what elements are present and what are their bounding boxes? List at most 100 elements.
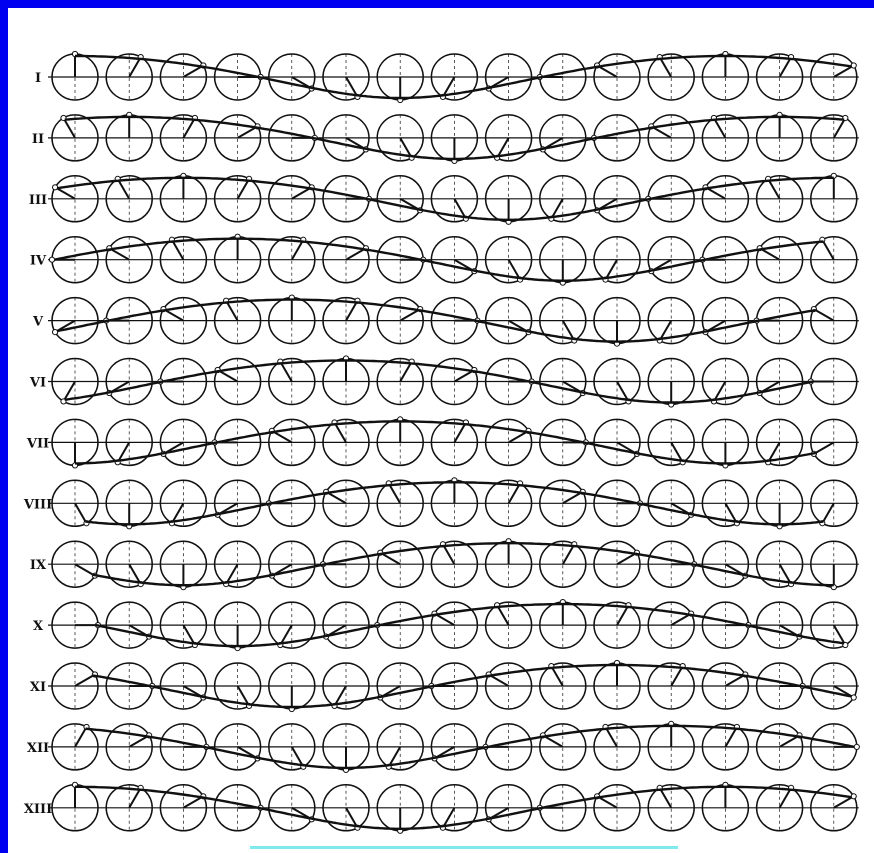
orbit-radius: [345, 807, 359, 829]
orbit-radius: [225, 300, 239, 322]
caption-bar: [250, 846, 678, 849]
orbit-radius: [345, 300, 359, 322]
wave-curve: [75, 420, 817, 465]
row-label: IX: [30, 558, 47, 573]
wave-curve: [85, 481, 824, 526]
row-label: XII: [27, 741, 49, 756]
particle-dot: [51, 329, 59, 336]
wave-row: X: [33, 599, 859, 652]
orbit-radius: [767, 441, 781, 463]
orbit-radius: [333, 421, 347, 443]
wave-row: IV: [30, 233, 859, 286]
particle-orbit-circle: [159, 114, 208, 162]
row-label: XI: [30, 680, 46, 695]
orbit-radius: [821, 239, 835, 261]
orbit-radius: [724, 726, 738, 748]
orbit-radius: [658, 787, 673, 809]
orbit-radius: [116, 178, 131, 200]
orbit-radius: [670, 441, 684, 463]
particle-dot: [48, 256, 56, 263]
particle-orbit-circle: [376, 114, 424, 162]
wave-row: IX: [30, 538, 859, 591]
wave-row: XI: [30, 659, 859, 713]
orbit-radius: [713, 117, 727, 139]
orbit-radius: [62, 380, 76, 402]
orbit-radius: [507, 482, 521, 504]
orbit-radius: [561, 543, 576, 565]
orbit-radius: [442, 76, 456, 98]
orbit-radius: [345, 76, 359, 98]
orbit-radius: [604, 726, 618, 748]
particle-dot: [850, 793, 857, 800]
orbit-radius: [550, 665, 564, 687]
row-label: VIII: [23, 497, 52, 512]
orbit-radius: [550, 198, 564, 220]
orbit-radius: [290, 746, 305, 768]
orbit-radius: [387, 482, 402, 504]
orbit-radius: [74, 673, 96, 687]
wave-row: VI: [29, 355, 859, 408]
particle-dot: [853, 743, 860, 751]
orbit-radius: [767, 178, 781, 200]
row-label: X: [33, 619, 44, 634]
particle-orbit-circle: [213, 114, 262, 162]
orbit-radius: [279, 624, 293, 646]
wave-curve: [92, 663, 852, 709]
orbit-radius: [453, 198, 467, 220]
wave-curve: [56, 176, 834, 221]
particle-orbit-circle: [484, 114, 533, 162]
row-label: IV: [30, 254, 47, 269]
orbit-radius: [333, 685, 347, 707]
orbit-radius: [225, 563, 239, 585]
wave-curve: [75, 785, 852, 830]
orbit-radius: [832, 624, 847, 646]
wave-row: VIII: [23, 477, 859, 530]
wave-curve: [92, 542, 834, 587]
orbit-radius: [832, 117, 847, 139]
orbit-radius: [813, 441, 835, 455]
particle-orbit-circle: [810, 114, 858, 162]
wave-curve: [75, 54, 852, 100]
orbit-radius: [74, 563, 96, 577]
wave-curve: [95, 602, 845, 648]
wave-curve: [64, 359, 814, 404]
orbit-radius: [561, 320, 576, 342]
orbit-radius: [116, 441, 131, 463]
orbit-radius: [821, 502, 835, 524]
orbit-radius: [128, 787, 142, 809]
orbit-radius: [778, 56, 792, 78]
row-label: VII: [26, 436, 49, 451]
orbit-radius: [778, 563, 792, 585]
orbit-radius: [496, 137, 510, 159]
wave-curve: [85, 724, 855, 770]
wave-row: XIII: [24, 781, 859, 834]
orbit-radius: [670, 665, 684, 687]
orbit-radius: [236, 685, 250, 707]
wave-curve: [64, 115, 845, 161]
row-label: II: [32, 132, 44, 147]
orbit-radius: [442, 807, 456, 829]
wave-row: II: [32, 111, 859, 164]
orbit-radius: [778, 787, 792, 809]
orbit-radius: [74, 726, 88, 748]
wave-row: XII: [27, 720, 860, 774]
particle-dot: [850, 62, 857, 69]
orbit-radius: [387, 746, 402, 768]
orbit-radius: [604, 259, 618, 281]
particle-orbit-circle: [51, 114, 99, 162]
orbit-radius: [182, 624, 196, 646]
wave-row: I: [35, 50, 859, 104]
orbit-radius: [507, 259, 521, 281]
row-label: I: [35, 71, 41, 86]
orbit-radius: [724, 502, 738, 524]
orbit-radius: [171, 239, 185, 261]
orbit-radius: [616, 380, 630, 402]
particle-dot: [51, 184, 59, 191]
orbit-radius: [74, 502, 88, 524]
orbit-radius: [442, 543, 456, 565]
orbit-radius: [658, 56, 673, 78]
row-label: III: [29, 193, 47, 208]
wave-row: III: [29, 172, 859, 225]
orbit-radius: [128, 563, 142, 585]
